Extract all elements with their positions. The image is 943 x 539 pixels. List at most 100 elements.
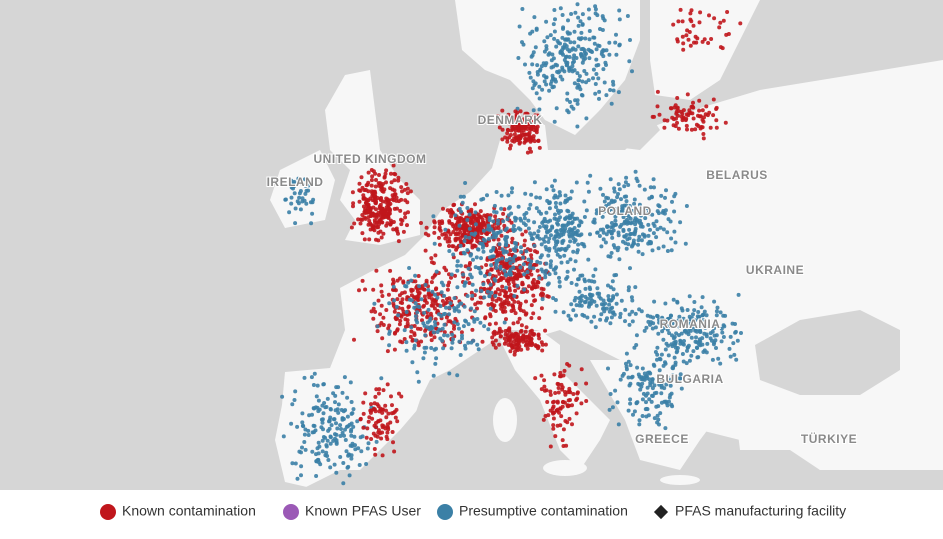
site-dot <box>505 235 510 239</box>
site-dot <box>532 298 537 303</box>
site-dot <box>594 57 599 62</box>
site-dot <box>339 408 344 412</box>
site-dot <box>652 299 657 304</box>
site-dot <box>624 361 628 366</box>
site-dot <box>611 79 615 84</box>
site-dot <box>508 248 513 253</box>
site-dot <box>478 300 483 305</box>
site-dot <box>685 92 690 97</box>
site-dot <box>618 377 623 382</box>
site-dot <box>554 106 559 111</box>
site-dot <box>615 195 620 200</box>
site-dot <box>471 257 475 262</box>
site-dot <box>711 97 716 102</box>
site-dot <box>565 260 570 265</box>
site-dot <box>601 67 606 72</box>
site-dot <box>357 463 362 467</box>
site-dot <box>445 333 450 338</box>
site-dot <box>677 325 682 330</box>
site-dot <box>361 204 366 209</box>
site-dot <box>449 272 454 277</box>
site-dot <box>553 17 557 22</box>
site-dot <box>421 321 426 326</box>
site-dot <box>543 414 548 418</box>
site-dot <box>473 210 478 215</box>
site-dot <box>665 249 670 253</box>
site-dot <box>341 481 346 486</box>
site-dot <box>413 301 418 306</box>
site-dot <box>376 428 381 433</box>
site-dot <box>564 276 569 281</box>
site-dot <box>640 224 645 229</box>
site-dot <box>295 199 300 204</box>
site-dot <box>389 394 393 399</box>
site-dot <box>669 236 674 241</box>
site-dot <box>544 44 549 49</box>
site-dot <box>631 412 635 417</box>
site-dot <box>609 101 614 106</box>
site-dot <box>369 178 374 183</box>
site-dot <box>483 238 487 243</box>
site-dot <box>376 298 381 303</box>
site-dot <box>342 375 347 380</box>
site-dot <box>584 116 589 121</box>
site-dot <box>495 114 500 118</box>
site-dot <box>657 368 662 373</box>
site-dot <box>680 111 685 116</box>
legend-label: Presumptive contamination <box>459 503 628 519</box>
site-dot <box>551 296 556 301</box>
site-dot <box>646 206 650 211</box>
site-dot <box>433 361 438 366</box>
site-dot <box>584 208 589 213</box>
site-dot <box>329 423 334 428</box>
site-dot <box>363 287 368 292</box>
site-dot <box>621 215 626 220</box>
site-dot <box>701 136 706 141</box>
site-dot <box>580 312 585 317</box>
site-dot <box>663 426 668 431</box>
site-dot <box>432 273 437 278</box>
site-dot <box>512 118 516 123</box>
site-dot <box>542 39 547 44</box>
site-dot <box>598 27 602 31</box>
site-dot <box>689 353 694 358</box>
site-dot <box>664 341 669 346</box>
site-dot <box>633 311 638 316</box>
site-dot <box>470 243 475 248</box>
site-dot <box>543 275 548 280</box>
site-dot <box>365 426 370 431</box>
site-dot <box>520 232 525 237</box>
site-dot <box>701 350 706 354</box>
site-dot <box>601 298 606 303</box>
site-dot <box>349 429 353 434</box>
site-dot <box>672 355 677 360</box>
site-dot <box>596 76 601 81</box>
site-dot <box>535 233 540 238</box>
site-dot <box>654 235 659 240</box>
site-dot <box>563 193 568 198</box>
site-dot <box>611 82 616 87</box>
site-dot <box>577 303 582 308</box>
site-dot <box>434 269 439 274</box>
site-dot <box>422 294 427 299</box>
site-dot <box>546 240 551 244</box>
site-dot <box>361 425 366 430</box>
site-dot <box>670 344 675 349</box>
site-dot <box>289 178 294 183</box>
site-dot <box>290 461 295 466</box>
site-dot <box>489 290 494 295</box>
site-dot <box>537 225 542 229</box>
site-dot <box>627 204 632 208</box>
site-dot <box>702 325 707 330</box>
site-dot <box>455 285 460 290</box>
site-dot <box>373 171 378 176</box>
site-dot <box>680 19 685 24</box>
site-dot <box>380 453 385 458</box>
site-dot <box>415 370 420 375</box>
site-dot <box>321 411 326 416</box>
site-dot <box>392 298 397 303</box>
site-dot <box>315 446 320 451</box>
land <box>455 0 640 135</box>
site-dot <box>628 216 633 221</box>
land <box>735 395 943 470</box>
